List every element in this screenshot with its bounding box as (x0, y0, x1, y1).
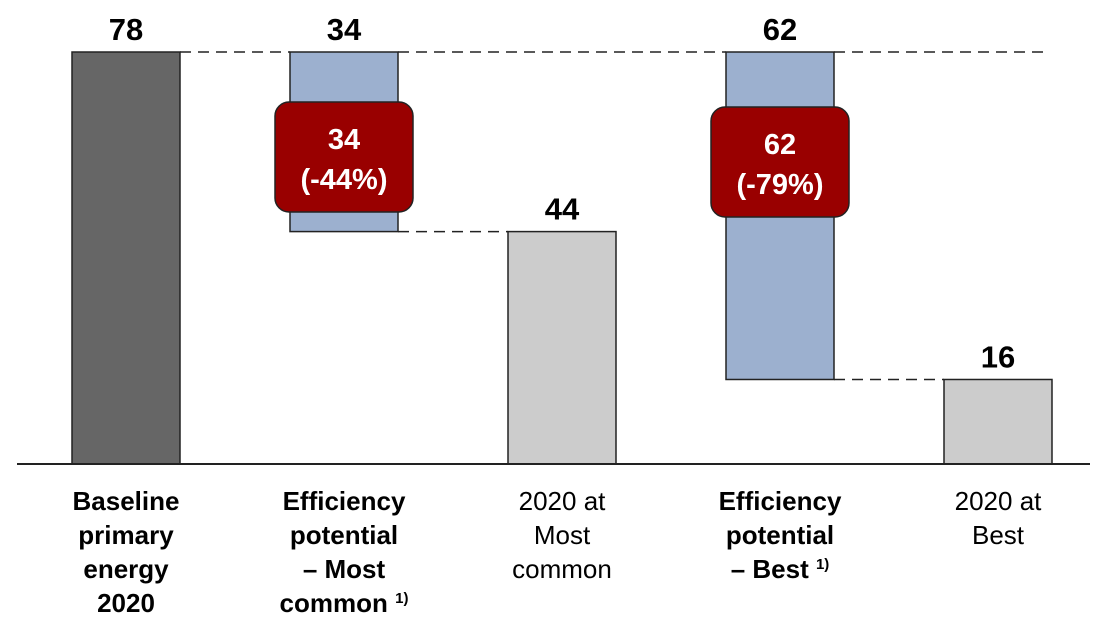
bar-0 (71, 51, 181, 465)
callout-box-3 (710, 106, 850, 218)
category-label-line: 2020 at (518, 486, 606, 516)
value-label-2: 44 (545, 192, 580, 227)
category-label-0: Baseline primary energy 2020 (51, 484, 201, 620)
category-label-line: potential (725, 520, 835, 550)
category-label-3: Efficiency potential – Best 1) (705, 484, 855, 586)
category-label-line: Baseline (72, 486, 180, 516)
category-label-line: – Most (302, 554, 386, 584)
category-label-line: Efficiency (282, 486, 406, 516)
value-label-4: 16 (981, 339, 1015, 374)
value-label-1: 34 (327, 12, 362, 47)
category-label-line: primary (78, 520, 174, 550)
callout-percent-1: (-44%) (300, 164, 387, 196)
bar-4 (943, 378, 1053, 465)
category-label-line: – Best (730, 554, 809, 584)
category-label-line: Most common (512, 520, 612, 584)
callout-value-3: 62 (764, 129, 796, 161)
callout-percent-3: (-79%) (736, 169, 823, 201)
callout-box-1 (274, 101, 414, 213)
category-label-line: Best (971, 520, 1025, 550)
value-label-0: 78 (109, 12, 143, 47)
category-label-2: 2020 at Most common (487, 484, 637, 586)
footnote-marker: 1) (815, 556, 830, 573)
category-label-line: Efficiency (718, 486, 842, 516)
category-label-4: 2020 at Best (923, 484, 1073, 552)
callout-value-1: 34 (328, 124, 360, 156)
category-label-line: 2020 at (954, 486, 1042, 516)
category-label-line: potential (289, 520, 399, 550)
footnote-marker: 1) (395, 590, 409, 607)
category-label-1: Efficiency potential – Most common 1) (269, 484, 419, 620)
value-label-3: 62 (763, 12, 797, 47)
category-label-line: energy 2020 (83, 554, 169, 618)
category-label-line: common (279, 588, 388, 618)
bar-2 (507, 230, 617, 465)
